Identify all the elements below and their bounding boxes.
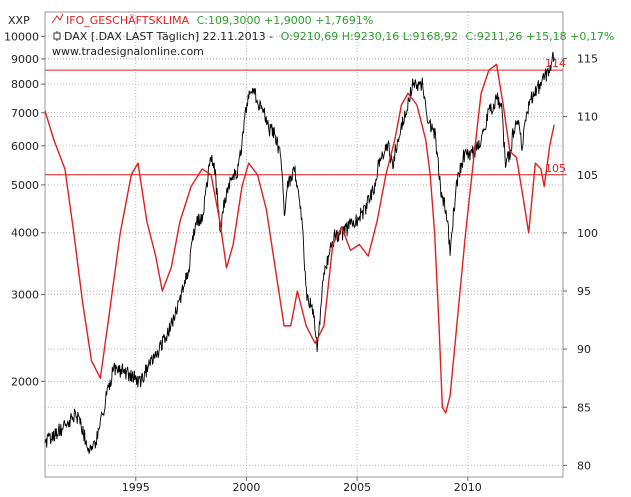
right-tick-label: 110 xyxy=(577,111,598,124)
legend: IFO_GESCHÄFTSKLIMA C:109,3000 +1,9000 +1… xyxy=(51,13,614,58)
left-tick-label: 8000 xyxy=(11,78,39,91)
svg-text:DAX [.DAX LAST Täglich] 22.11.: DAX [.DAX LAST Täglich] 22.11.2013 - O:9… xyxy=(64,30,614,43)
left-tick-label: 9000 xyxy=(11,53,39,66)
left-axis-label: XXP xyxy=(8,14,30,27)
source-watermark: www.tradesignalonline.com xyxy=(52,45,204,58)
x-tick-label: 2000 xyxy=(232,481,260,494)
left-tick-label: 2000 xyxy=(11,375,39,388)
legend-dax-close: C:9211,26 +15,18 +0,17% xyxy=(466,30,615,43)
legend-ifo-values: C:109,3000 +1,9000 +1,7691% xyxy=(197,14,374,27)
reference-label-105: 105 xyxy=(545,162,566,175)
left-tick-label: 4000 xyxy=(11,227,39,240)
x-tick-label: 1995 xyxy=(122,481,150,494)
plot-frame xyxy=(44,11,564,478)
left-tick-label: 7000 xyxy=(11,107,39,120)
x-axis-ticks: 1995 2000 2005 2010 xyxy=(122,477,482,494)
x-tick-label: 2005 xyxy=(343,481,371,494)
svg-text:IFO_GESCHÄFTSKLIMA C:109: IFO_GESCHÄFTSKLIMA C:109,3000 +1,9000 +1… xyxy=(66,14,373,27)
series-ifo-line xyxy=(44,63,555,414)
right-tick-label: 115 xyxy=(577,53,598,66)
left-tick-label: 6000 xyxy=(11,140,39,153)
legend-ifo-name: IFO_GESCHÄFTSKLIMA xyxy=(66,14,190,27)
left-axis-ticks: 2000 3000 4000 5000 6000 7000 8000 9000 10000 xyxy=(4,30,45,388)
candlestick-icon xyxy=(53,31,61,41)
horizontal-gridlines xyxy=(45,35,563,466)
left-tick-label: 5000 xyxy=(11,179,39,192)
left-tick-label: 10000 xyxy=(4,30,39,43)
series-dax-line xyxy=(44,51,555,455)
right-tick-label: 85 xyxy=(577,401,591,414)
right-tick-label: 95 xyxy=(577,285,591,298)
line-icon xyxy=(51,13,64,24)
right-axis-ticks: 80 85 90 95 100 105 110 115 xyxy=(563,53,598,472)
right-tick-label: 105 xyxy=(577,169,598,182)
right-tick-label: 90 xyxy=(577,343,591,356)
vertical-gridlines xyxy=(135,12,469,477)
legend-dax-name: DAX [.DAX LAST Täglich] 22.11.2013 - xyxy=(64,30,273,43)
right-tick-label: 100 xyxy=(577,227,598,240)
right-tick-label: 80 xyxy=(577,459,591,472)
left-tick-label: 3000 xyxy=(11,288,39,301)
x-tick-label: 2010 xyxy=(454,481,482,494)
legend-dax-ohl: O:9210,69 H:9230,16 L:9168,92 xyxy=(281,30,458,43)
series-layer xyxy=(44,51,555,455)
